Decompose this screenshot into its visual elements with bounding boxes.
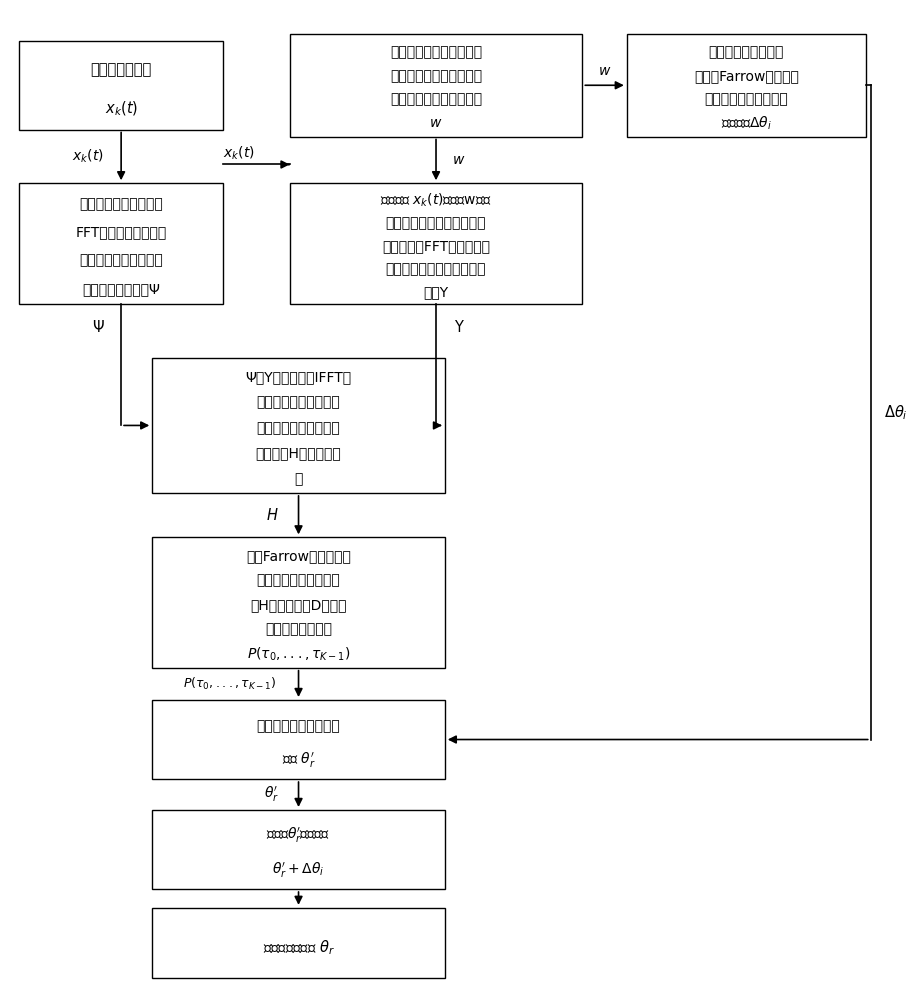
Text: $\theta_r'+\Delta\theta_i$: $\theta_r'+\Delta\theta_i$ xyxy=(272,861,325,880)
Text: 系统误差$\Delta\theta_i$: 系统误差$\Delta\theta_i$ xyxy=(721,115,772,132)
Text: 各阵元输入信号: 各阵元输入信号 xyxy=(90,62,152,77)
Text: Ψ与Y相乘，再做IFFT运: Ψ与Y相乘，再做IFFT运 xyxy=(246,370,351,384)
Text: $x_k(t)$: $x_k(t)$ xyxy=(105,99,137,118)
Text: 来: 来 xyxy=(294,472,303,486)
FancyBboxPatch shape xyxy=(152,358,445,493)
Text: 形成器每个指向角度的: 形成器每个指向角度的 xyxy=(704,93,788,107)
Text: 后得相位加权函数Ψ: 后得相位加权函数Ψ xyxy=(82,282,160,296)
Text: 的H与指向参数D相乘累: 的H与指向参数D相乘累 xyxy=(250,598,347,612)
FancyBboxPatch shape xyxy=(19,41,223,130)
Text: 下，得Farrow结构波束: 下，得Farrow结构波束 xyxy=(694,69,799,83)
FancyBboxPatch shape xyxy=(289,183,582,304)
Text: $H$: $H$ xyxy=(267,507,279,523)
Text: $w$: $w$ xyxy=(430,116,442,130)
Text: 乘，得到与加权函数相对应: 乘，得到与加权函数相对应 xyxy=(386,262,486,276)
FancyBboxPatch shape xyxy=(289,34,582,137)
Text: $P(\tau_0,...,\tau_{K-1})$: $P(\tau_0,...,\tau_{K-1})$ xyxy=(247,646,350,663)
Text: 输入信号 $x_k(t)$与权值w卷积: 输入信号 $x_k(t)$与权值w卷积 xyxy=(380,192,491,209)
Text: Y: Y xyxy=(454,320,462,335)
Text: 两麦克风的广义互相关: 两麦克风的广义互相关 xyxy=(257,421,340,435)
Text: $x_k(t)$: $x_k(t)$ xyxy=(72,148,104,165)
Text: $\theta_r'$: $\theta_r'$ xyxy=(264,785,279,804)
Text: 模，求倒数一系列运算: 模，求倒数一系列运算 xyxy=(79,254,163,268)
FancyBboxPatch shape xyxy=(152,700,445,779)
Text: 按照Farrow结构波束形: 按照Farrow结构波束形 xyxy=(246,549,351,563)
Text: FFT后，两两相乘，取: FFT后，两两相乘，取 xyxy=(76,225,167,239)
Text: $P(\tau_0,...,\tau_{K-1})$: $P(\tau_0,...,\tau_{K-1})$ xyxy=(183,676,277,692)
FancyBboxPatch shape xyxy=(152,908,445,978)
Text: 束形成器算法解得最优值: 束形成器算法解得最优值 xyxy=(390,93,482,107)
Text: 得最终指向角度 $\theta_r$: 得最终指向角度 $\theta_r$ xyxy=(263,939,335,957)
Text: 成器的结构图，令锁存: 成器的结构图，令锁存 xyxy=(257,573,340,587)
Text: 即做过空域滤波作用之后的: 即做过空域滤波作用之后的 xyxy=(386,216,486,230)
Text: 各阵元输入信号分别做: 各阵元输入信号分别做 xyxy=(79,197,163,211)
Text: 宽带稳健远场频率不变波: 宽带稳健远场频率不变波 xyxy=(390,69,482,83)
Text: 算，累加求和之后得两: 算，累加求和之后得两 xyxy=(257,395,340,409)
FancyBboxPatch shape xyxy=(627,34,866,137)
Text: Ψ: Ψ xyxy=(92,320,104,335)
Text: 角度 $\theta_r'$: 角度 $\theta_r'$ xyxy=(282,751,316,770)
Text: 对所得$\theta_r'$进行校准: 对所得$\theta_r'$进行校准 xyxy=(267,826,330,845)
Text: 的量Y: 的量Y xyxy=(423,285,449,299)
Text: 在无噪声无混响情况: 在无噪声无混响情况 xyxy=(709,45,784,59)
Text: 搜索峰值，得相应指向: 搜索峰值，得相应指向 xyxy=(257,719,340,733)
FancyBboxPatch shape xyxy=(152,810,445,889)
Text: $\Delta\theta_i$: $\Delta\theta_i$ xyxy=(884,403,907,422)
Text: 函数之和H，并锁存下: 函数之和H，并锁存下 xyxy=(256,446,341,460)
Text: $w$: $w$ xyxy=(452,153,465,167)
Text: 用凸优化波束指向可调的: 用凸优化波束指向可调的 xyxy=(390,45,482,59)
FancyBboxPatch shape xyxy=(152,537,445,668)
Text: $x_k(t)$: $x_k(t)$ xyxy=(223,145,255,162)
Text: $w$: $w$ xyxy=(598,64,612,78)
Text: 加求和得瞬时功率: 加求和得瞬时功率 xyxy=(265,623,332,637)
FancyBboxPatch shape xyxy=(19,183,223,304)
Text: 输出信号做FFT后，两两相: 输出信号做FFT后，两两相 xyxy=(382,239,490,253)
